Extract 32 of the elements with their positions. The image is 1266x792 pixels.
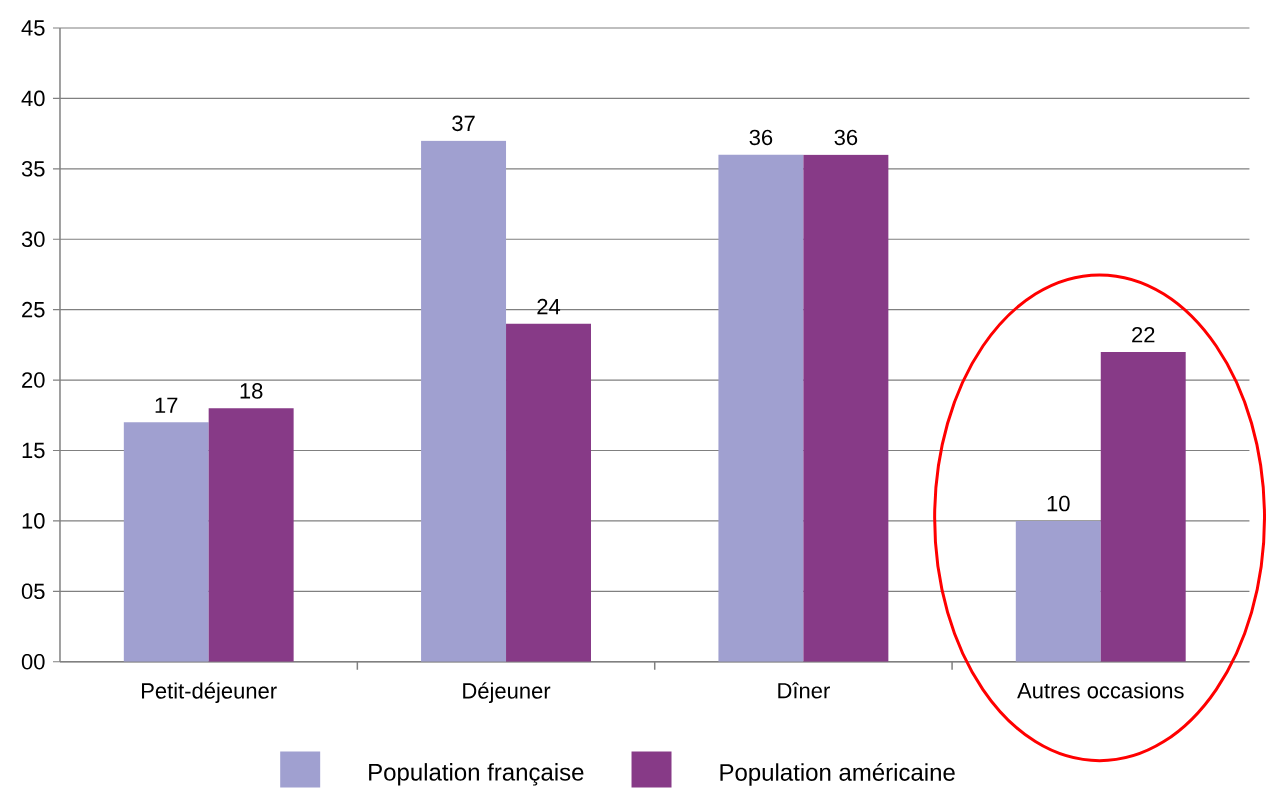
y-tick-label: 15: [22, 442, 45, 459]
data-label: 36: [834, 129, 858, 146]
legend-label: Population américaine: [720, 763, 955, 786]
bar: [421, 140, 507, 662]
x-tick-label: Petit-déjeuner: [142, 682, 277, 704]
bar: [718, 154, 804, 662]
y-tick-label: 05: [21, 583, 45, 600]
bar: [123, 422, 209, 662]
x-tick-label: Dîner: [778, 682, 830, 699]
x-tick-label: Autres occasions: [1017, 682, 1184, 699]
data-label: 17: [155, 397, 178, 413]
bar: [1100, 352, 1186, 662]
data-label: 37: [452, 115, 475, 132]
data-label: 10: [1047, 495, 1070, 512]
data-label: 24: [537, 299, 561, 315]
data-label: 18: [240, 383, 263, 399]
bar: [506, 323, 591, 662]
y-tick-label: 00: [21, 654, 45, 670]
y-tick-label: 10: [22, 513, 45, 529]
data-label: 22: [1132, 327, 1155, 343]
bar: [208, 408, 294, 662]
bar: [803, 154, 889, 662]
y-tick-label: 20: [22, 372, 45, 389]
y-tick-label: 40: [21, 90, 45, 107]
legend-label: Population française: [369, 763, 584, 786]
bar: [1015, 521, 1101, 662]
y-tick-label: 45: [21, 20, 45, 36]
x-tick-label: Déjeuner: [463, 682, 551, 704]
y-tick-label: 30: [21, 231, 45, 248]
data-label: 36: [749, 129, 773, 146]
y-tick-label: 25: [22, 302, 45, 318]
y-tick-label: 35: [21, 161, 45, 177]
